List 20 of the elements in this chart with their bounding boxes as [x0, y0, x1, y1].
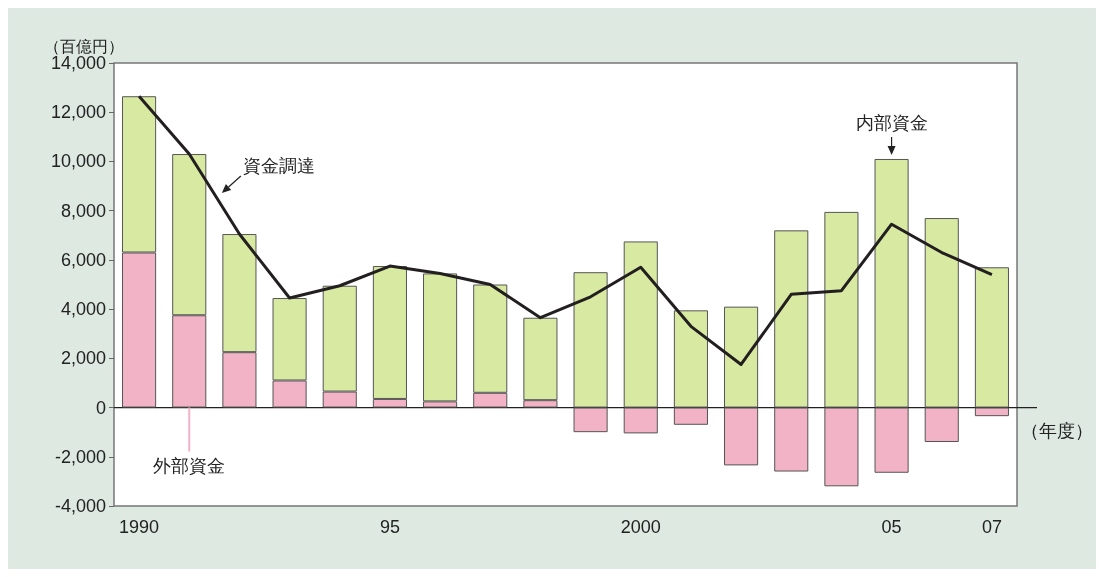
- x-tick-label: 07: [981, 517, 1002, 537]
- y-tick-label: 4,000: [60, 299, 106, 320]
- series-label: 内部資金: [855, 112, 928, 133]
- y-tick-label: -4,000: [54, 496, 106, 516]
- x-tick-label: 95: [379, 517, 400, 537]
- y-tick-label: 0: [95, 397, 106, 418]
- y-tick-label: 8,000: [60, 200, 106, 221]
- y-tick-label: 12,000: [50, 102, 106, 123]
- x-tick-label: 2000: [620, 517, 661, 537]
- text: 外部資金: [153, 455, 226, 476]
- y-tick-label: 10,000: [50, 151, 106, 172]
- x-tick-label: 1990: [119, 517, 160, 537]
- x-tick-label: 05: [881, 517, 902, 537]
- x-axis-title: （年度）: [1021, 420, 1093, 441]
- y-axis-title: （百億円）: [44, 37, 124, 55]
- y-tick-label: -2,000: [54, 446, 106, 467]
- y-tick-label: 2,000: [60, 348, 106, 369]
- line-series: [137, 94, 994, 366]
- y-tick-label: 6,000: [60, 249, 106, 270]
- series-label: 資金調達: [242, 156, 315, 177]
